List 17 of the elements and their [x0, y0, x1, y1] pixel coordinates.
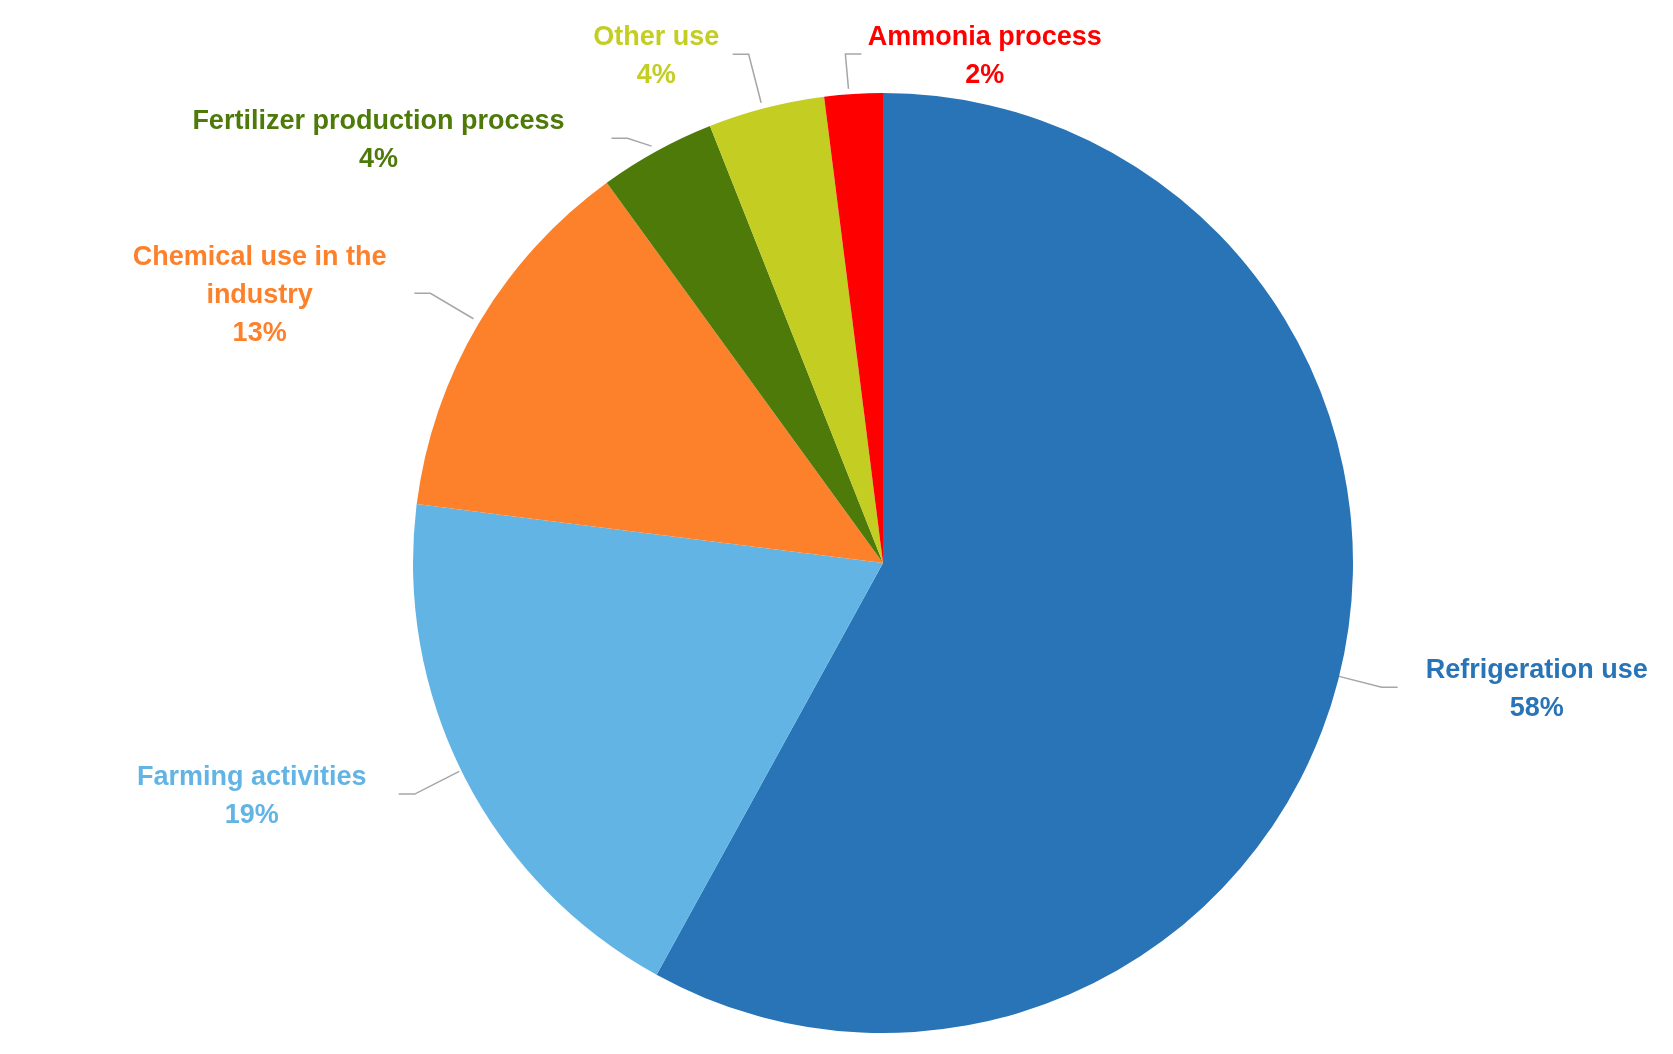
slice-label: Other use — [593, 20, 720, 51]
data-label: 13% — [232, 316, 287, 347]
slice-label: Chemical use in the industry — [132, 240, 387, 309]
pie-slice — [413, 504, 883, 975]
slice-label: Fertilizer production process — [192, 104, 565, 135]
pie-slice — [606, 126, 883, 563]
data-label: 58% — [1509, 691, 1564, 722]
slice-label: Ammonia process — [867, 20, 1102, 51]
data-label: 4% — [358, 142, 398, 173]
pie-slice — [656, 93, 1353, 1033]
data-label: 4% — [636, 58, 676, 89]
data-label: 2% — [965, 58, 1005, 89]
pie-slice — [416, 182, 883, 563]
pie-slice — [709, 96, 883, 563]
slice-label: Refrigeration use — [1425, 653, 1648, 684]
slice-label: Farming activities — [136, 760, 367, 791]
data-label: 19% — [224, 798, 279, 829]
